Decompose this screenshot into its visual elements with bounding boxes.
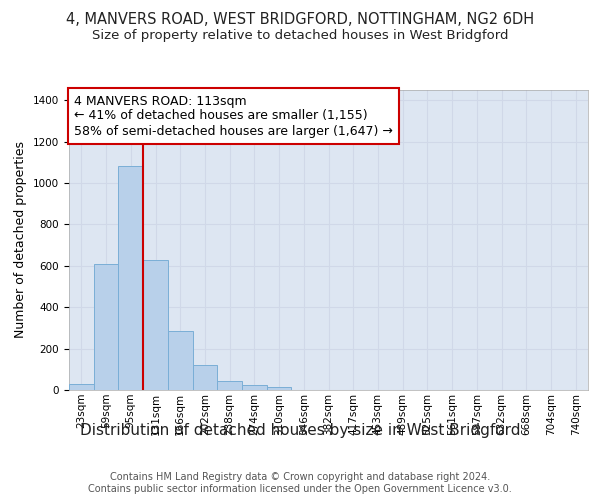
Text: Distribution of detached houses by size in West Bridgford: Distribution of detached houses by size …: [80, 422, 520, 438]
Bar: [143, 260, 168, 390]
Bar: [242, 385, 267, 390]
Bar: [168, 331, 193, 390]
Y-axis label: Number of detached properties: Number of detached properties: [14, 142, 28, 338]
Bar: [267, 387, 292, 390]
Text: Contains public sector information licensed under the Open Government Licence v3: Contains public sector information licen…: [88, 484, 512, 494]
Text: 4 MANVERS ROAD: 113sqm
← 41% of detached houses are smaller (1,155)
58% of semi-: 4 MANVERS ROAD: 113sqm ← 41% of detached…: [74, 94, 393, 138]
Bar: [193, 365, 217, 390]
Text: 4, MANVERS ROAD, WEST BRIDGFORD, NOTTINGHAM, NG2 6DH: 4, MANVERS ROAD, WEST BRIDGFORD, NOTTING…: [66, 12, 534, 28]
Bar: [69, 384, 94, 390]
Bar: [94, 264, 118, 390]
Text: Contains HM Land Registry data © Crown copyright and database right 2024.: Contains HM Land Registry data © Crown c…: [110, 472, 490, 482]
Bar: [217, 380, 242, 390]
Text: Size of property relative to detached houses in West Bridgford: Size of property relative to detached ho…: [92, 29, 508, 42]
Bar: [118, 166, 143, 390]
